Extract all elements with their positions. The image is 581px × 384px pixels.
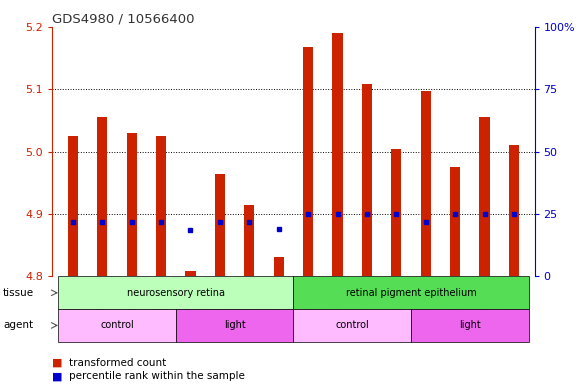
Bar xyxy=(293,276,529,309)
Text: transformed count: transformed count xyxy=(69,358,166,368)
Bar xyxy=(509,146,519,276)
Bar xyxy=(421,91,431,276)
Text: neurosensory retina: neurosensory retina xyxy=(127,288,225,298)
Bar xyxy=(303,47,313,276)
Text: GDS4980 / 10566400: GDS4980 / 10566400 xyxy=(52,13,195,26)
Bar xyxy=(127,133,137,276)
Text: percentile rank within the sample: percentile rank within the sample xyxy=(69,371,245,381)
Bar xyxy=(68,136,78,276)
Text: agent: agent xyxy=(3,320,33,331)
Text: retinal pigment epithelium: retinal pigment epithelium xyxy=(346,288,476,298)
Bar xyxy=(450,167,460,276)
Text: ■: ■ xyxy=(52,371,63,381)
Bar xyxy=(58,309,176,342)
Text: tissue: tissue xyxy=(3,288,34,298)
Bar xyxy=(176,309,293,342)
Bar xyxy=(58,276,293,309)
Text: control: control xyxy=(335,320,369,331)
Text: light: light xyxy=(459,320,480,331)
Bar xyxy=(479,118,490,276)
Bar xyxy=(362,84,372,276)
Bar xyxy=(274,257,284,276)
Text: control: control xyxy=(100,320,134,331)
Bar xyxy=(185,271,196,276)
Bar xyxy=(244,205,254,276)
Text: light: light xyxy=(224,320,245,331)
Bar xyxy=(391,149,401,276)
Bar xyxy=(332,33,343,276)
Text: ■: ■ xyxy=(52,358,63,368)
Bar xyxy=(97,118,107,276)
Bar xyxy=(215,174,225,276)
Bar xyxy=(156,136,166,276)
Bar xyxy=(293,309,411,342)
Bar xyxy=(411,309,529,342)
